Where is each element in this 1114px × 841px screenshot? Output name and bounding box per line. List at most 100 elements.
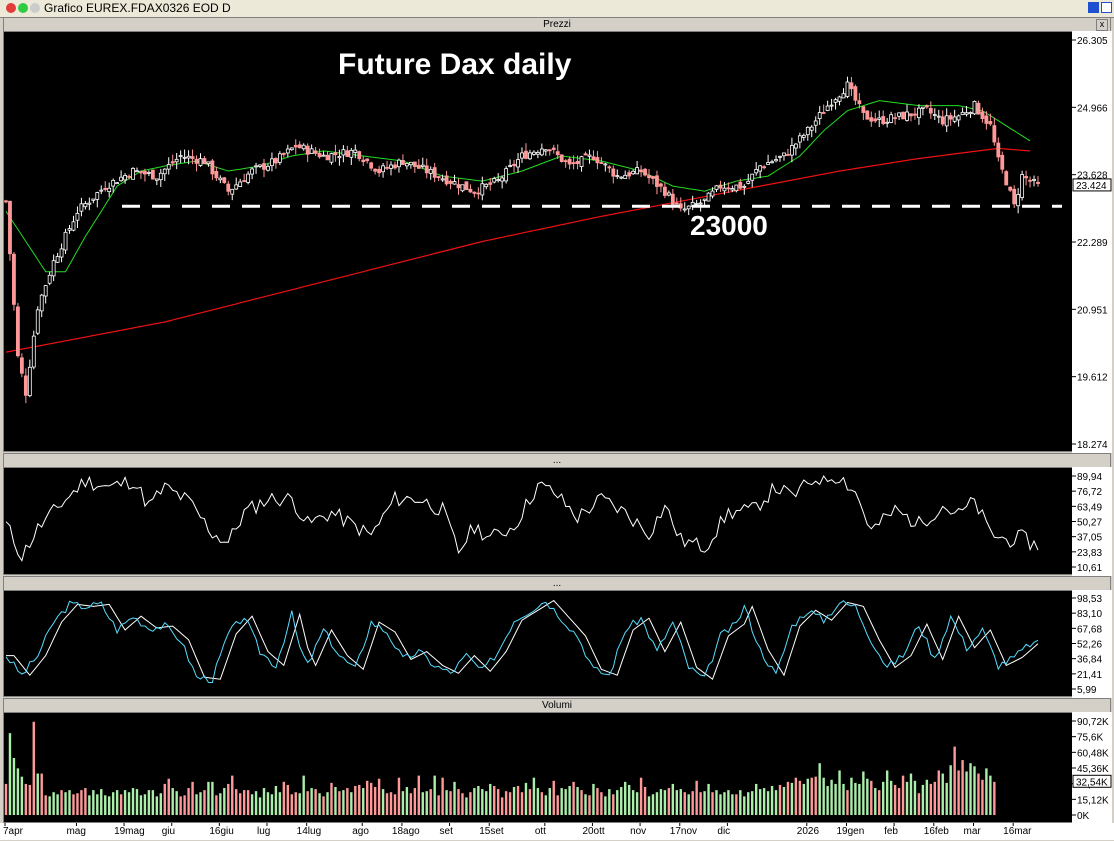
volume-bar bbox=[822, 777, 825, 815]
candle-body bbox=[920, 106, 925, 109]
volume-bar bbox=[373, 787, 377, 815]
candle-body bbox=[154, 178, 159, 181]
candle-body bbox=[674, 202, 679, 205]
volume-bar bbox=[143, 794, 147, 815]
volume-bar bbox=[227, 783, 230, 815]
candle-body bbox=[289, 147, 294, 151]
volume-bar bbox=[568, 785, 571, 815]
candle-body bbox=[79, 203, 84, 212]
volume-bar bbox=[675, 790, 678, 815]
candle-body bbox=[948, 115, 953, 120]
candle-body bbox=[250, 168, 254, 175]
volume-bar bbox=[651, 794, 655, 815]
volume-bar bbox=[719, 794, 722, 815]
candle-body bbox=[647, 175, 651, 179]
candle-body bbox=[31, 335, 36, 368]
candle-body bbox=[4, 200, 8, 203]
volume-bar bbox=[707, 783, 710, 815]
volume-bar bbox=[941, 773, 944, 815]
volume-bar bbox=[322, 796, 325, 815]
volume-bar bbox=[215, 795, 218, 815]
volume-bar bbox=[751, 791, 754, 815]
volume-bar bbox=[135, 789, 139, 815]
price-chart: 26.305 24.966 23.628 22.289 20.951 19.612 18.2… bbox=[4, 31, 1112, 453]
volume-bar bbox=[457, 789, 460, 815]
candle-body bbox=[262, 163, 266, 170]
candle-body bbox=[853, 86, 858, 101]
date-tick-label: 19gen bbox=[836, 826, 864, 837]
last-volume-value: 32,54K bbox=[1076, 777, 1108, 788]
osc2-tick-label: 21,41 bbox=[1077, 670, 1102, 681]
candle-body bbox=[23, 375, 28, 396]
restore-icon[interactable] bbox=[1088, 2, 1099, 13]
candle-body bbox=[468, 188, 473, 193]
close-dot-icon[interactable] bbox=[6, 3, 16, 13]
candle-body bbox=[940, 116, 945, 125]
date-tick-label: lug bbox=[257, 826, 270, 837]
date-tick-label: ago bbox=[352, 826, 369, 837]
candle-body bbox=[655, 175, 659, 187]
osc1-tick-label: 10,61 bbox=[1077, 563, 1102, 574]
last-price-tag bbox=[1072, 178, 1112, 192]
volume-bar bbox=[219, 793, 222, 815]
candle-body bbox=[27, 366, 32, 397]
price-panel: Prezzi x 26.305 24.966 23.628 22.289 20.951 1… bbox=[3, 17, 1112, 453]
candle-body bbox=[182, 156, 187, 159]
volume-bar bbox=[683, 792, 686, 815]
candle-body bbox=[377, 168, 382, 174]
candle-body bbox=[472, 191, 477, 194]
price-tick-label: 22.289 bbox=[1077, 238, 1108, 249]
vol-tick-label: 45,36K bbox=[1077, 764, 1109, 775]
stochastic-k-line bbox=[5, 600, 1039, 684]
candle-body bbox=[436, 176, 441, 178]
date-tick-label: ott bbox=[535, 826, 546, 837]
candle-body bbox=[607, 166, 612, 169]
volume-bar bbox=[334, 787, 337, 815]
candle-body bbox=[623, 174, 628, 179]
oscillator-1-line bbox=[5, 475, 1039, 562]
date-tick-label: 7apr bbox=[3, 826, 24, 837]
volume-bar bbox=[659, 789, 663, 815]
volume-bar bbox=[655, 792, 659, 815]
volume-bar bbox=[576, 787, 579, 815]
panel-close-icon[interactable]: x bbox=[1096, 19, 1108, 31]
candle-body bbox=[817, 112, 822, 119]
maximize-icon[interactable] bbox=[1101, 2, 1112, 13]
vol-tick-label: 90,72K bbox=[1077, 717, 1109, 728]
volume-bar bbox=[671, 783, 675, 815]
candle-body bbox=[258, 164, 262, 167]
candle-body bbox=[873, 118, 878, 122]
volume-bar bbox=[266, 792, 270, 815]
volume-bar bbox=[620, 787, 623, 815]
oscillator-chart-1: 89,94 76,72 63,49 50,27 37,05 23,83 10,61 bbox=[5, 467, 1112, 576]
volume-bar bbox=[826, 785, 829, 815]
candle-body bbox=[345, 150, 350, 157]
volume-bar bbox=[739, 790, 742, 815]
candle-body bbox=[599, 162, 604, 164]
volume-panel: Volumi 90,72K 75,6K 60,48K 45,36K 32,54K 15,1… bbox=[3, 698, 1112, 824]
volume-bar bbox=[818, 763, 821, 815]
candle-body bbox=[849, 82, 854, 90]
candle-body bbox=[131, 168, 135, 180]
volume-bar bbox=[187, 788, 190, 815]
candle-body bbox=[528, 152, 532, 160]
candle-body bbox=[488, 182, 493, 185]
candle-body bbox=[885, 121, 890, 124]
price-axis-bg bbox=[1072, 31, 1112, 453]
candle-body bbox=[924, 105, 929, 108]
osc2-axis-bg bbox=[1072, 590, 1112, 698]
candle-body bbox=[662, 186, 667, 196]
volume-bar bbox=[711, 792, 714, 815]
candle-body bbox=[698, 202, 703, 205]
volume-bar bbox=[231, 775, 234, 815]
candle-body bbox=[337, 156, 342, 159]
volume-bar bbox=[882, 781, 885, 815]
volume-bar bbox=[401, 791, 405, 815]
volume-bar bbox=[993, 781, 996, 815]
candle-body bbox=[393, 164, 397, 169]
candle-body bbox=[631, 170, 636, 175]
volume-bar bbox=[957, 770, 960, 815]
volume-bar bbox=[556, 795, 559, 815]
volume-bar bbox=[100, 789, 103, 815]
candle-body bbox=[539, 148, 544, 156]
